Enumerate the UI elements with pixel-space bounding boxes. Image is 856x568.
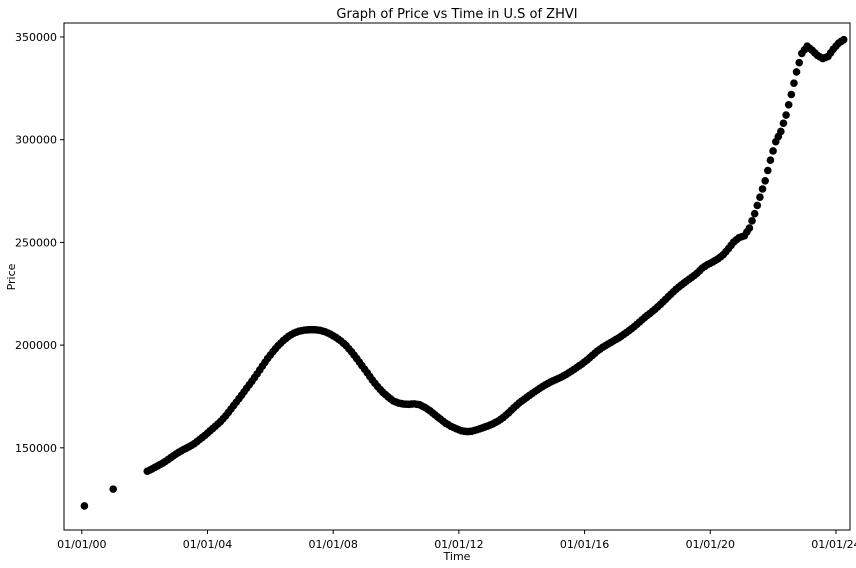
- y-tick-label: 300000: [15, 134, 57, 147]
- x-tick-label: 01/01/24: [811, 538, 856, 551]
- x-tick-label: 01/01/00: [57, 538, 106, 551]
- y-tick-label: 150000: [15, 442, 57, 455]
- x-tick-label: 01/01/08: [308, 538, 357, 551]
- data-point: [784, 100, 793, 109]
- data-point: [777, 127, 785, 136]
- x-axis-label: Time: [443, 550, 471, 563]
- data-point: [787, 90, 796, 99]
- data-point: [769, 147, 777, 155]
- plot-area: [63, 22, 851, 531]
- x-tick-label: 01/01/20: [686, 538, 735, 551]
- data-point: [753, 201, 762, 210]
- data-point: [790, 79, 798, 87]
- data-point: [779, 119, 788, 128]
- data-point: [766, 156, 775, 165]
- chart-title: Graph of Price vs Time in U.S of ZHVI: [336, 7, 577, 22]
- y-axis-label: Price: [5, 263, 18, 290]
- data-point: [756, 193, 764, 201]
- data-point: [80, 502, 89, 510]
- axes-frame: [63, 22, 851, 531]
- y-axis-ticks: 150000 200000 250000 300000 350000: [15, 31, 64, 455]
- data-point: [109, 485, 118, 493]
- y-tick-label: 200000: [15, 339, 57, 352]
- data-point: [764, 166, 772, 175]
- data-point: [792, 68, 801, 76]
- data-point: [782, 111, 790, 119]
- x-axis-ticks: 01/01/00 01/01/04 01/01/08 01/01/12 01/01/16…: [57, 530, 856, 551]
- data-point: [745, 224, 754, 232]
- x-tick-label: 01/01/16: [560, 538, 609, 551]
- data-point: [795, 58, 803, 67]
- data-point: [758, 185, 767, 193]
- x-tick-label: 01/01/04: [183, 538, 232, 551]
- y-tick-label: 350000: [15, 31, 57, 44]
- data-point: [839, 35, 848, 44]
- data-point: [750, 209, 759, 218]
- data-point: [761, 176, 769, 185]
- x-tick-label: 01/01/12: [434, 538, 483, 551]
- y-tick-label: 250000: [15, 236, 57, 249]
- data-point: [748, 217, 756, 225]
- data-points: [80, 35, 848, 510]
